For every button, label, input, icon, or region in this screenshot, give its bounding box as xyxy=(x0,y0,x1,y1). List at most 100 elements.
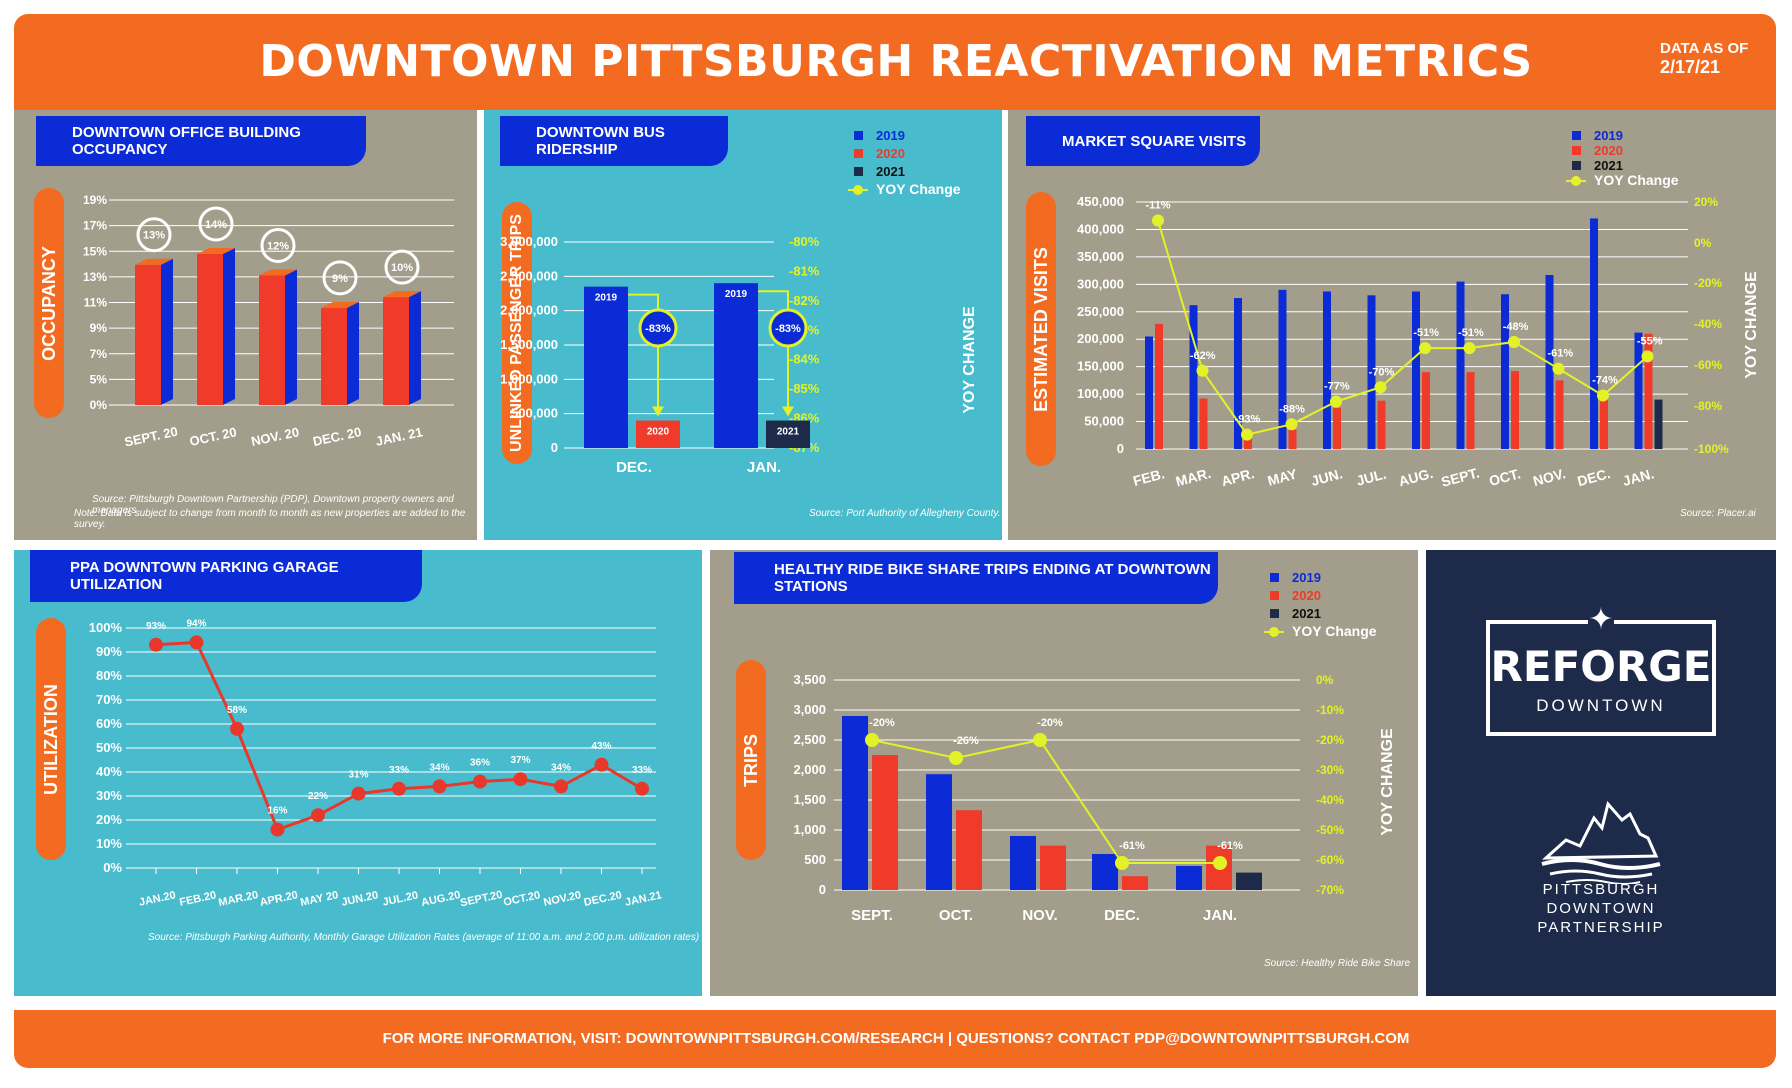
market-ytick: 400,000 xyxy=(1077,221,1124,236)
market-yoy-line xyxy=(1157,220,1649,436)
pdp-line-1: PITTSBURGH xyxy=(1542,881,1660,898)
bike-yoy-point xyxy=(1213,856,1227,870)
bike-bar-2020 xyxy=(1040,845,1066,890)
bike-yoy-label: -26% xyxy=(953,735,979,747)
parking-data-label: 22% xyxy=(308,791,328,802)
parking-ytick: 80% xyxy=(96,668,122,683)
bus-ytick: 2,500,000 xyxy=(500,268,558,283)
office-label-ring xyxy=(260,228,296,264)
market-yoy-point xyxy=(1552,362,1565,375)
brand-panel: ✦ REFORGE DOWNTOWN PITTSBURGH DOWNTOWN P… xyxy=(1426,550,1776,996)
market-ytick: 0 xyxy=(1117,441,1124,456)
market-y2tick: 0% xyxy=(1694,236,1712,250)
parking-xtick: AUG.20 xyxy=(420,889,461,909)
bike-yoy-label: -61% xyxy=(1119,840,1145,852)
market-bar-2020 xyxy=(1288,429,1297,449)
bike-ytick: 3,500 xyxy=(793,672,826,687)
bike-xtick: OCT. xyxy=(939,907,973,924)
parking-data-label: 94% xyxy=(186,618,206,629)
parking-ytick: 40% xyxy=(96,764,122,779)
office-source-1: Source: Pittsburgh Downtown Partnership … xyxy=(92,494,454,516)
market-chart: 450,000 400,000 350,000 300,000 250,000 200,0… xyxy=(1077,128,1760,490)
bus-yoy-ring xyxy=(768,308,808,348)
parking-ytick: 20% xyxy=(96,812,122,827)
market-yoy-label: -48% xyxy=(1503,321,1529,333)
market-yoy-point xyxy=(1641,350,1654,363)
bike-title: HEALTHY RIDE BIKE SHARE TRIPS ENDING AT … xyxy=(734,552,1218,604)
market-yoy-label: -88% xyxy=(1279,403,1305,415)
parking-chart: 100% 90% 80% 70% 60% 50% 40% 30% 20% 10% 0% 93% JAN.… xyxy=(89,618,663,909)
parking-title: PPA DOWNTOWN PARKING GARAGE UTILIZATION xyxy=(30,550,422,602)
bike-ytick: 1,500 xyxy=(793,792,826,807)
bike-ylabel-pill: TRIPS xyxy=(736,660,766,860)
bike-y2tick: -50% xyxy=(1316,823,1344,837)
office-ytick: 11% xyxy=(84,296,108,310)
market-y2tick: -40% xyxy=(1694,317,1722,331)
parking-point xyxy=(554,779,568,794)
header-bar xyxy=(14,14,1776,110)
office-bar-top xyxy=(321,301,359,308)
parking-data-label: 93% xyxy=(146,621,166,632)
market-y2tick: -20% xyxy=(1694,276,1722,290)
reforge-name: REFORGE xyxy=(1490,642,1712,691)
parking-data-label: 16% xyxy=(267,806,287,817)
market-bar-2020 xyxy=(1422,372,1430,449)
parking-xtick: JAN.21 xyxy=(624,889,663,908)
parking-data-label: 43% xyxy=(591,741,611,752)
bus-legend-label: 2021 xyxy=(876,164,905,179)
market-xtick: JUN. xyxy=(1309,465,1344,489)
bus-y2tick: -85% xyxy=(789,381,820,396)
bike-xtick: NOV. xyxy=(1022,907,1057,924)
bus-yoy-arrow xyxy=(628,293,659,415)
bus-panel: DOWNTOWN BUS RIDERSHIP UNLINKED PASSENGE… xyxy=(484,110,1002,540)
market-bar-2019 xyxy=(1634,332,1643,449)
office-bar xyxy=(383,297,409,405)
market-yoy-point xyxy=(1241,428,1253,441)
bus-y2tick: -84% xyxy=(789,352,820,367)
market-xtick: DEC. xyxy=(1575,465,1611,489)
market-bar-2020 xyxy=(1466,372,1475,449)
bus-y2tick: -81% xyxy=(789,263,820,278)
bike-y2tick: -20% xyxy=(1316,733,1344,747)
market-yoy-point xyxy=(1419,342,1431,355)
market-bar-2020 xyxy=(1511,371,1519,449)
market-xtick: AUG. xyxy=(1397,465,1435,490)
bike-ytick: 0 xyxy=(819,882,826,897)
market-xtick: MAR. xyxy=(1174,465,1213,490)
bus-title: DOWNTOWN BUS RIDERSHIP xyxy=(500,116,728,166)
bike-yoy-label: -20% xyxy=(869,717,895,729)
market-y2tick: -60% xyxy=(1694,358,1722,372)
parking-ytick: 50% xyxy=(96,740,122,755)
market-yoy-label: -51% xyxy=(1413,327,1439,339)
bike-yoy-label: -61% xyxy=(1217,840,1243,852)
market-bar-2019 xyxy=(1145,336,1153,449)
market-bar-2020 xyxy=(1377,400,1386,449)
office-ytick: 15% xyxy=(83,244,107,258)
bike-legend-label: 2021 xyxy=(1292,606,1321,621)
office-data-label: 12% xyxy=(267,241,289,253)
parking-point xyxy=(270,822,285,837)
bus-legend-swatch xyxy=(854,131,863,140)
parking-panel: PPA DOWNTOWN PARKING GARAGE UTILIZATION … xyxy=(14,550,702,996)
pdp-line-3: PARTNERSHIP xyxy=(1537,919,1665,936)
bus-bar-compare xyxy=(636,420,680,448)
office-label-ring xyxy=(322,260,358,296)
market-bar-2020 xyxy=(1600,395,1608,449)
parking-point xyxy=(473,774,487,789)
bike-ytick: 1,000 xyxy=(793,822,826,837)
bus-yoy-ring xyxy=(638,308,678,348)
bus-bar-label: 2019 xyxy=(725,289,748,300)
office-xtick: NOV. 20 xyxy=(250,424,301,449)
market-bar-2019 xyxy=(1234,298,1242,449)
bus-legend-swatch xyxy=(854,149,863,158)
market-y2label: YOY CHANGE xyxy=(1743,271,1760,379)
market-ytick: 300,000 xyxy=(1077,276,1124,291)
bike-bar-2019 xyxy=(1176,866,1202,890)
bike-bar-2020 xyxy=(872,755,898,890)
bike-chart: 3,500 3,000 2,500 2,000 1,500 1,000 500 0 0% -10%… xyxy=(793,570,1396,924)
office-ytick: 19% xyxy=(83,193,107,207)
bike-ytick: 3,000 xyxy=(793,702,826,717)
parking-xtick: NOV.20 xyxy=(542,889,582,909)
office-label-ring xyxy=(136,217,172,253)
bus-yoy-arrow xyxy=(758,290,789,415)
